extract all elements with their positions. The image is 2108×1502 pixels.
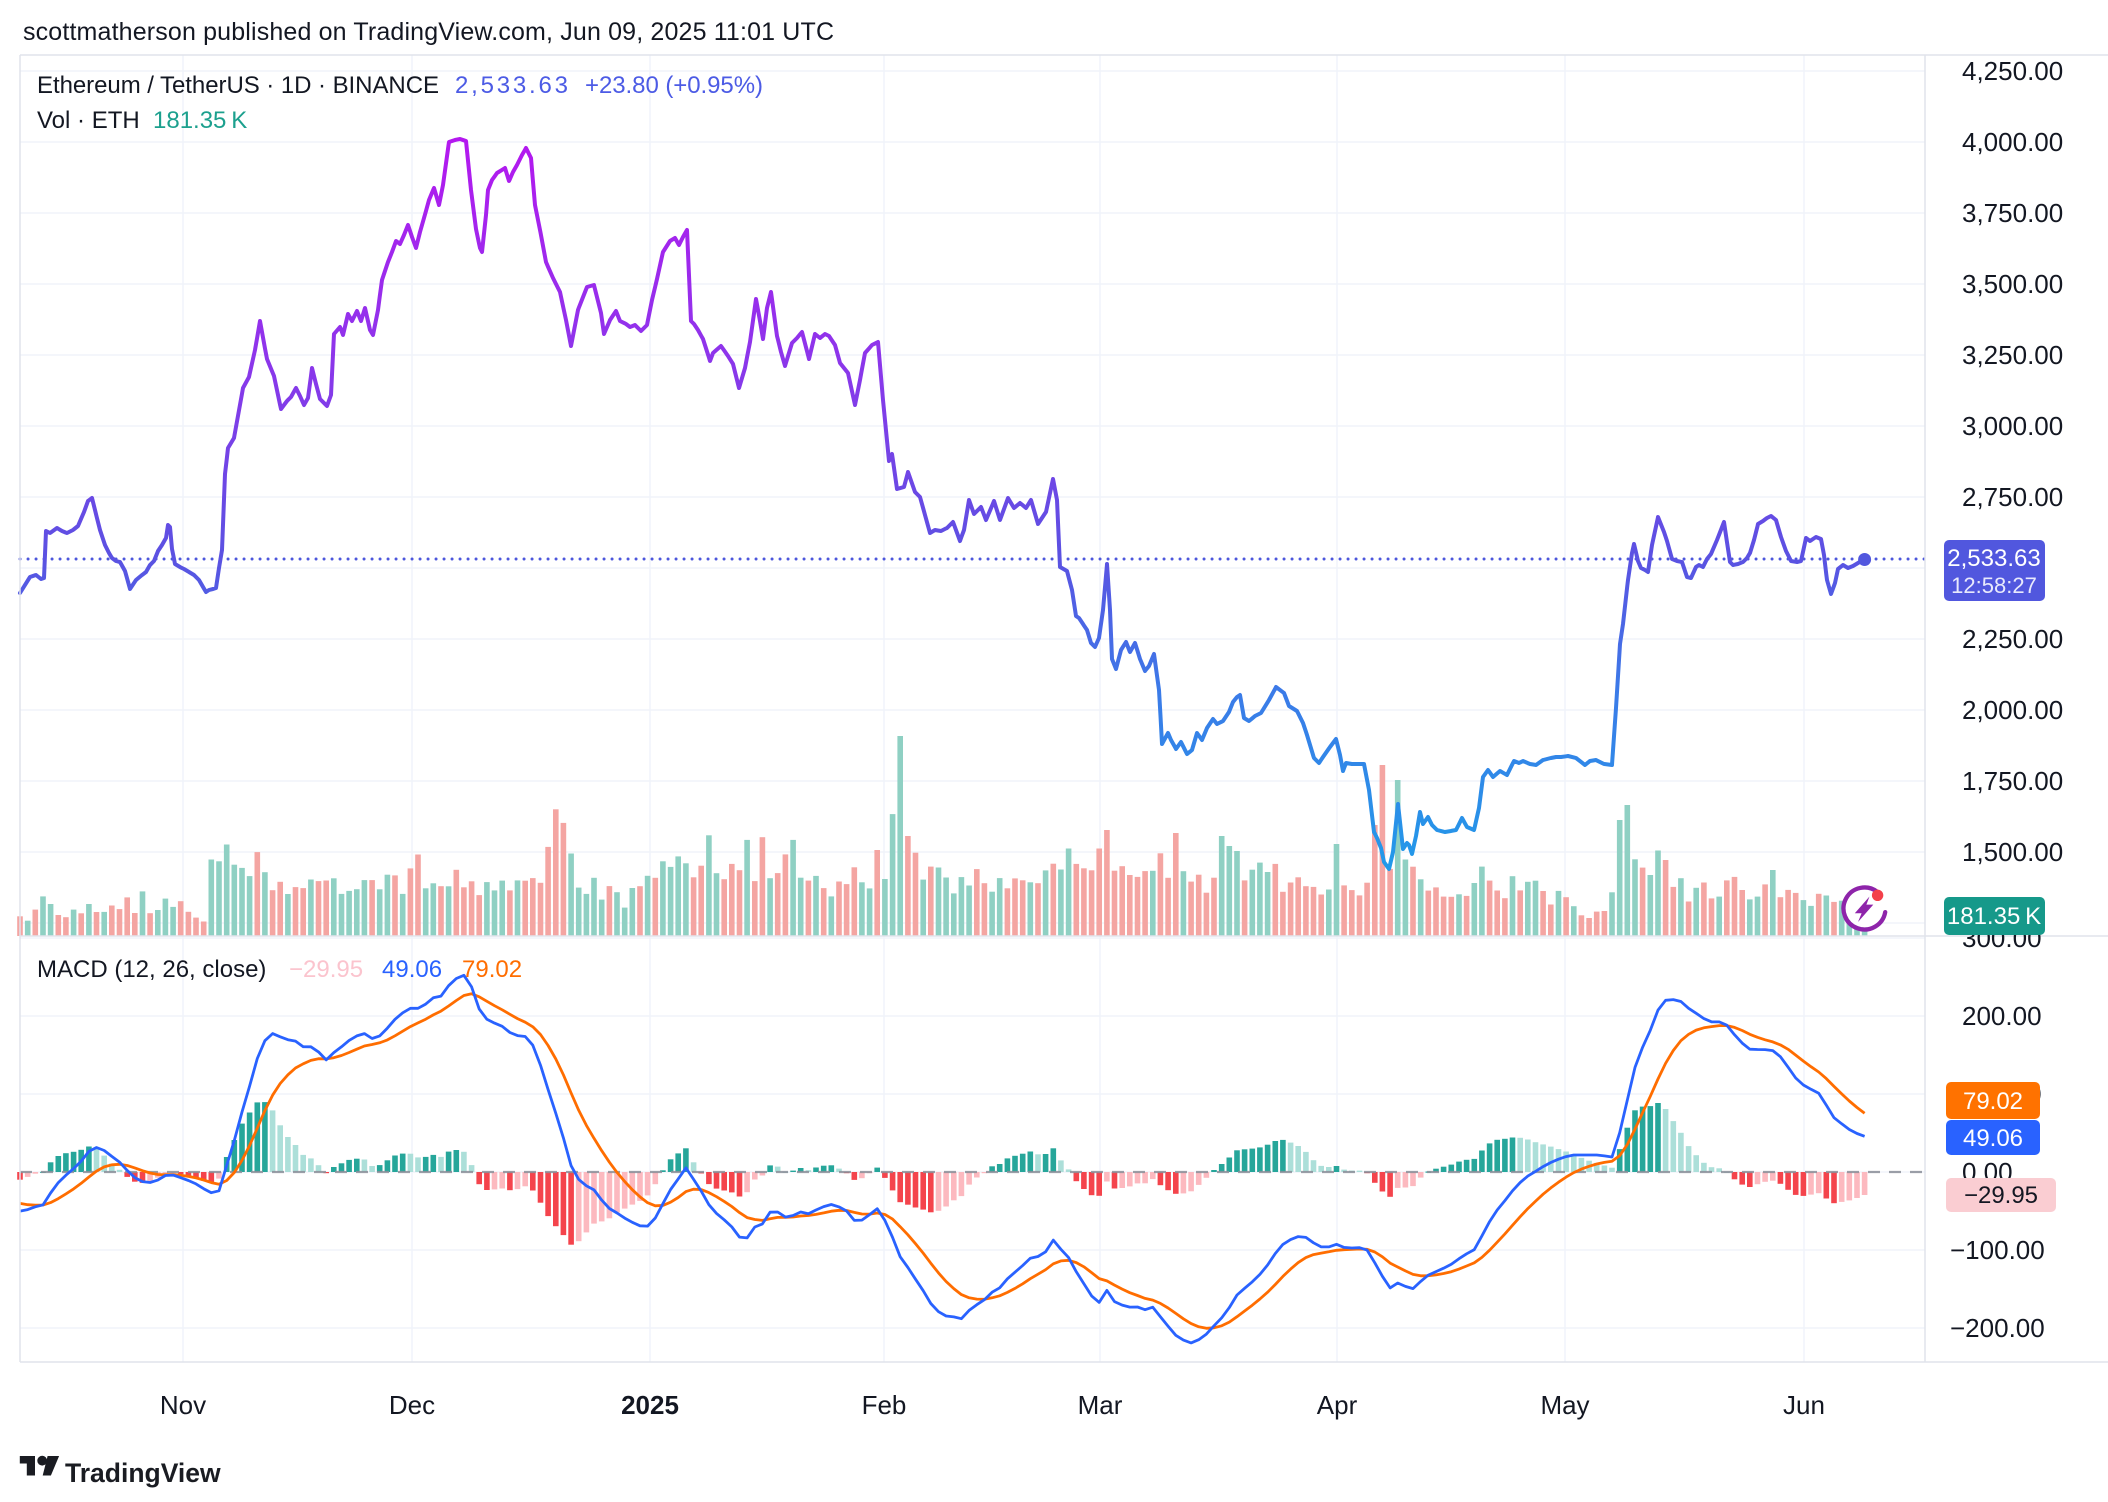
svg-text:3,000.00: 3,000.00 <box>1962 411 2063 441</box>
svg-text:−100.00: −100.00 <box>1950 1235 2045 1265</box>
svg-text:4,000.00: 4,000.00 <box>1962 127 2063 157</box>
svg-text:12:58:27: 12:58:27 <box>1951 573 2037 598</box>
svg-text:May: May <box>1540 1390 1589 1420</box>
svg-text:−29.95: −29.95 <box>289 956 363 983</box>
svg-text:3,750.00: 3,750.00 <box>1962 198 2063 228</box>
svg-text:TradingView: TradingView <box>65 1458 221 1488</box>
svg-text:181.35 K: 181.35 K <box>153 107 247 134</box>
svg-text:200.00: 200.00 <box>1962 1001 2042 1031</box>
svg-text:Dec: Dec <box>389 1390 435 1420</box>
svg-text:−29.95: −29.95 <box>1964 1182 2038 1209</box>
svg-text:−200.00: −200.00 <box>1950 1313 2045 1343</box>
svg-text:2025: 2025 <box>621 1390 679 1420</box>
svg-text:Nov: Nov <box>160 1390 206 1420</box>
svg-text:2,533.63: 2,533.63 <box>1947 545 2040 572</box>
svg-text:Feb: Feb <box>862 1390 907 1420</box>
svg-text:4,250.00: 4,250.00 <box>1962 56 2063 86</box>
svg-text:3,250.00: 3,250.00 <box>1962 340 2063 370</box>
svg-text:49.06: 49.06 <box>382 956 442 983</box>
svg-text:79.02: 79.02 <box>1963 1088 2023 1115</box>
svg-text:1,500.00: 1,500.00 <box>1962 837 2063 867</box>
svg-text:3,500.00: 3,500.00 <box>1962 269 2063 299</box>
svg-text:79.02: 79.02 <box>462 956 522 983</box>
svg-text:1,750.00: 1,750.00 <box>1962 766 2063 796</box>
svg-text:Jun: Jun <box>1783 1390 1825 1420</box>
svg-text:+23.80 (+0.95%): +23.80 (+0.95%) <box>585 72 763 99</box>
svg-text:MACD (12, 26, close): MACD (12, 26, close) <box>37 956 266 983</box>
svg-text:Ethereum / TetherUS · 1D · BIN: Ethereum / TetherUS · 1D · BINANCE <box>37 72 439 99</box>
svg-text:2,000.00: 2,000.00 <box>1962 695 2063 725</box>
svg-text:2,250.00: 2,250.00 <box>1962 624 2063 654</box>
svg-text:Mar: Mar <box>1078 1390 1123 1420</box>
svg-text:scottmatherson published on Tr: scottmatherson published on TradingView.… <box>23 18 834 46</box>
svg-text:Vol · ETH: Vol · ETH <box>37 107 140 134</box>
svg-text:49.06: 49.06 <box>1963 1125 2023 1152</box>
svg-text:2,750.00: 2,750.00 <box>1962 482 2063 512</box>
svg-text:181.35 K: 181.35 K <box>1947 903 2041 930</box>
svg-text:Apr: Apr <box>1317 1390 1358 1420</box>
